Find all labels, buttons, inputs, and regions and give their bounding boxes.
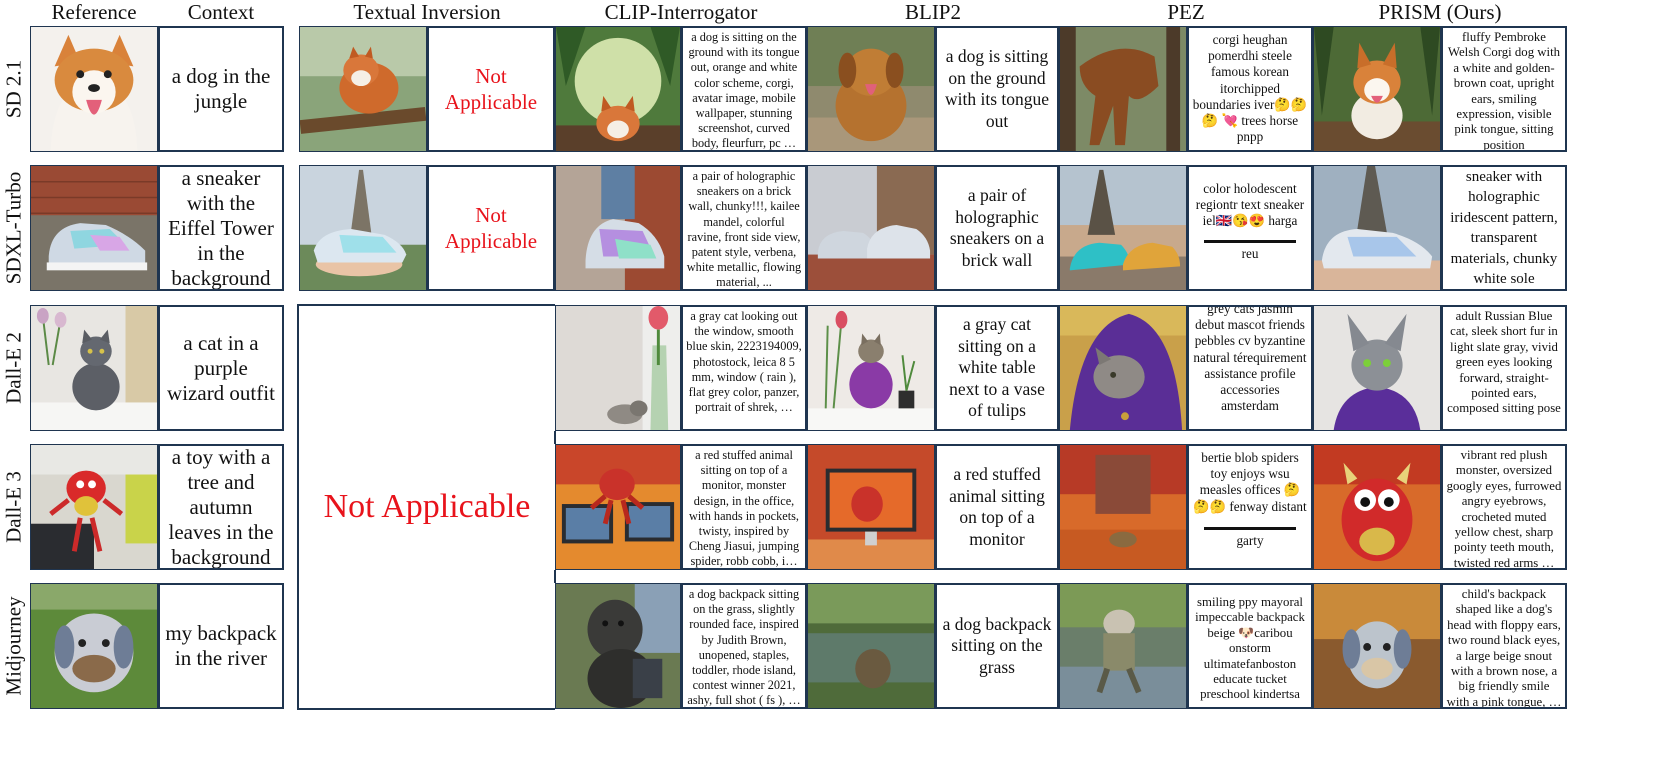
context-cell: a cat in a purple wizard outfit bbox=[158, 305, 284, 431]
blip2-image bbox=[807, 26, 935, 152]
pez-caption: bertie blob spiders toy enjoys wsu measl… bbox=[1187, 444, 1313, 570]
reference-image-toy bbox=[30, 444, 158, 570]
prism-caption: sneaker with holographic iridescent patt… bbox=[1441, 165, 1567, 291]
textual-inversion-image bbox=[299, 165, 427, 291]
row-label-dalle2: Dall-E 2 bbox=[1, 332, 26, 404]
context-cell: a sneaker with the Eiffel Tower in the b… bbox=[158, 165, 284, 291]
reference-image-backpack bbox=[30, 583, 158, 709]
reference-image-cat bbox=[30, 305, 158, 431]
clip-interrogator-image bbox=[555, 583, 681, 709]
row-label-dalle3: Dall-E 3 bbox=[1, 471, 26, 543]
blip2-caption: a pair of holographic sneakers on a bric… bbox=[935, 165, 1059, 291]
reference-image-sneaker bbox=[30, 165, 158, 291]
row-label-sdxl-turbo: SDXL-Turbo bbox=[1, 171, 26, 285]
clip-interrogator-caption: a dog backpack sitting on the grass, sli… bbox=[681, 583, 807, 709]
header-clip-interrogator: CLIP-Interrogator bbox=[604, 0, 758, 24]
pez-caption: color holodescent regiontr text sneaker … bbox=[1187, 165, 1313, 291]
prism-image bbox=[1313, 26, 1441, 152]
prism-caption: vibrant red plush monster, oversized goo… bbox=[1441, 444, 1567, 570]
prism-caption: child's backpack shaped like a dog's hea… bbox=[1441, 583, 1567, 709]
pez-image bbox=[1059, 444, 1187, 570]
divider-line bbox=[554, 431, 556, 444]
header-reference: Reference bbox=[51, 0, 137, 24]
pez-caption-text: grey cats jasmin debut mascot friends pe… bbox=[1193, 305, 1307, 414]
header-blip2: BLIP2 bbox=[904, 0, 961, 24]
context-cell: a dog in the jungle bbox=[158, 26, 284, 152]
clip-interrogator-image bbox=[555, 444, 681, 570]
blip2-image bbox=[807, 583, 935, 709]
blip2-image bbox=[807, 305, 935, 431]
header-textual-inversion: Textual Inversion bbox=[353, 0, 501, 24]
blip2-caption: a red stuffed animal sitting on top of a… bbox=[935, 444, 1059, 570]
prism-image bbox=[1313, 444, 1441, 570]
clip-interrogator-caption: a pair of holographic sneakers on a bric… bbox=[681, 165, 807, 291]
prism-image bbox=[1313, 165, 1441, 291]
pez-caption: corgi heughan pomerdhi steele famous kor… bbox=[1187, 26, 1313, 152]
prism-caption-text: sneaker with holographic iridescent patt… bbox=[1450, 168, 1558, 288]
prism-image bbox=[1313, 305, 1441, 431]
clip-interrogator-image bbox=[555, 165, 681, 291]
clip-interrogator-image bbox=[555, 305, 681, 431]
pez-image bbox=[1059, 305, 1187, 431]
blip2-image bbox=[807, 165, 935, 291]
prism-caption: adult Russian Blue cat, sleek short fur … bbox=[1441, 305, 1567, 431]
header-context: Context bbox=[187, 0, 255, 24]
pez-caption-tail: reu bbox=[1241, 245, 1259, 261]
blip2-caption: a dog is sitting on the ground with its … bbox=[935, 26, 1059, 152]
clip-interrogator-caption: a red stuffed animal sitting on top of a… bbox=[681, 444, 807, 570]
textual-inversion-image bbox=[299, 26, 427, 152]
blip2-image bbox=[807, 444, 935, 570]
not-applicable-block: Not Applicable bbox=[297, 304, 555, 710]
prism-caption: fluffy Pembroke Welsh Corgi dog with a w… bbox=[1441, 26, 1567, 152]
reference-image-corgi bbox=[30, 26, 158, 152]
pez-caption-tail: garty bbox=[1236, 532, 1264, 548]
blip2-caption: a gray cat sitting on a white table next… bbox=[935, 305, 1059, 431]
clip-interrogator-caption: a gray cat looking out the window, smoot… bbox=[681, 305, 807, 431]
not-applicable-label: Not Applicable bbox=[427, 26, 555, 152]
header-pez: PEZ bbox=[1167, 0, 1205, 24]
pez-caption-text: corgi heughan pomerdhi steele famous kor… bbox=[1192, 32, 1308, 145]
row-label-midjourney: Midjourney bbox=[1, 596, 26, 696]
pez-divider-line bbox=[1204, 239, 1296, 243]
pez-caption-text: smiling ppy mayoral impeccable backpack … bbox=[1195, 595, 1305, 702]
prism-image bbox=[1313, 583, 1441, 709]
header-prism: PRISM (Ours) bbox=[1378, 0, 1502, 24]
pez-caption: grey cats jasmin debut mascot friends pe… bbox=[1187, 305, 1313, 431]
pez-caption-text: bertie blob spiders toy enjoys wsu measl… bbox=[1193, 450, 1307, 514]
pez-image bbox=[1059, 583, 1187, 709]
pez-image bbox=[1059, 165, 1187, 291]
context-cell: my backpack in the river bbox=[158, 583, 284, 709]
context-cell: a toy with a tree and autumn leaves in t… bbox=[158, 444, 284, 570]
pez-image bbox=[1059, 26, 1187, 152]
pez-caption-text: color holodescent regiontr text sneaker … bbox=[1195, 181, 1305, 229]
blip2-caption: a dog backpack sitting on the grass bbox=[935, 583, 1059, 709]
row-label-sd21: SD 2.1 bbox=[1, 59, 26, 119]
not-applicable-label: Not Applicable bbox=[427, 165, 555, 291]
clip-interrogator-image bbox=[555, 26, 681, 152]
pez-caption: smiling ppy mayoral impeccable backpack … bbox=[1187, 583, 1313, 709]
clip-interrogator-caption: a dog is sitting on the ground with its … bbox=[681, 26, 807, 152]
pez-divider-line bbox=[1204, 526, 1296, 530]
divider-line bbox=[554, 570, 556, 583]
